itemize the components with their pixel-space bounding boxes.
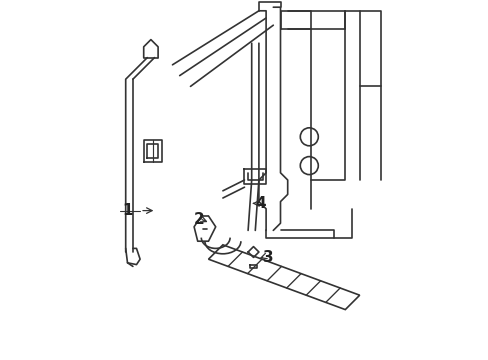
Text: 1: 1 xyxy=(122,203,132,218)
Text: 4: 4 xyxy=(255,196,265,211)
Text: 2: 2 xyxy=(194,212,204,227)
Text: 3: 3 xyxy=(262,250,273,265)
